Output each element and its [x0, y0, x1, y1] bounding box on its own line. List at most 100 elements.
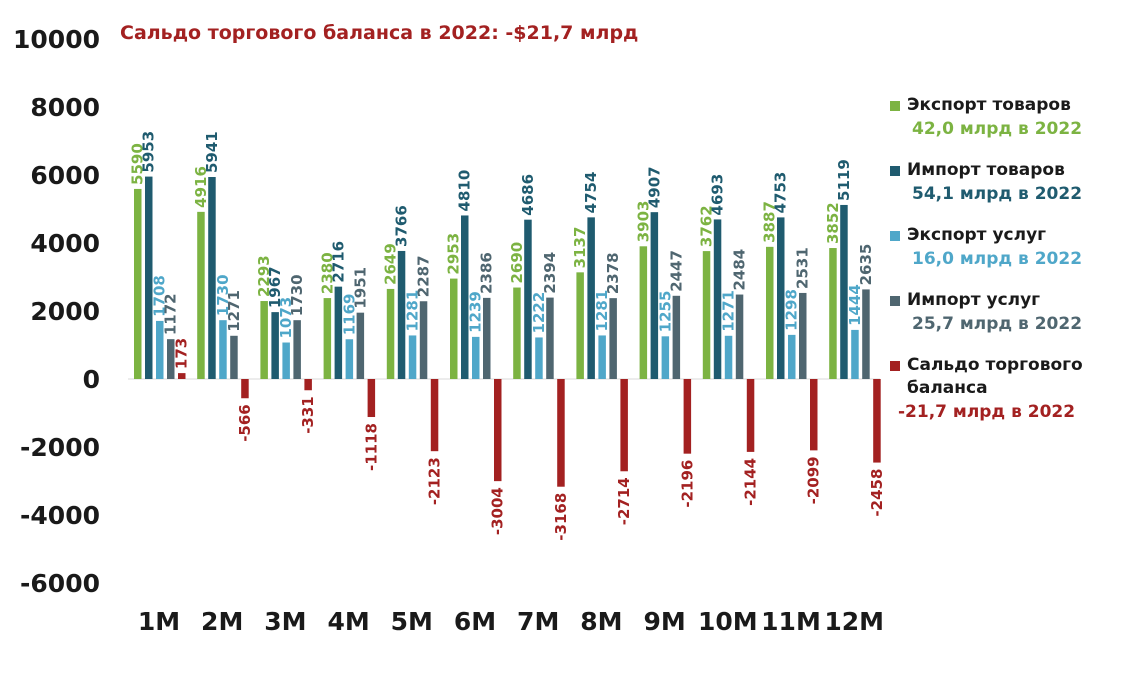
- y-tick-label: -6000: [20, 569, 100, 598]
- bar-import-services: [167, 339, 175, 379]
- data-label-export-goods: 3887: [761, 201, 779, 243]
- data-label-import-goods: 4753: [772, 172, 790, 214]
- bar-import-services: [356, 312, 365, 379]
- x-tick-label: 6M: [454, 607, 496, 636]
- bar-export-services: [598, 335, 606, 379]
- bar-import-goods: [208, 177, 216, 379]
- bar-export-services: [724, 335, 733, 379]
- bar-import-goods: [650, 212, 659, 379]
- data-label-import-goods: 4810: [456, 170, 474, 212]
- legend-item-import-goods: Импорт товаров 54,1 млрд в 2022: [890, 159, 1122, 206]
- bar-import-goods: [397, 250, 406, 379]
- bar-trade-balance: [367, 379, 376, 418]
- x-tick-label: 7M: [517, 607, 559, 636]
- y-tick-label: 0: [83, 365, 100, 394]
- x-tick-label: 3M: [264, 607, 306, 636]
- y-tick-label: 8000: [30, 93, 100, 122]
- legend-label: Импорт услуг: [907, 290, 1041, 310]
- bar-import-services: [862, 289, 870, 379]
- data-label-import-services: 2531: [794, 247, 812, 289]
- bar-import-goods: [587, 217, 595, 379]
- data-label-export-goods: 2380: [318, 252, 336, 294]
- data-label-trade-balance: -2196: [678, 460, 696, 508]
- bar-import-services: [483, 297, 491, 379]
- data-label-export-goods: 4916: [192, 166, 210, 208]
- x-tick-label: 4M: [327, 607, 369, 636]
- x-tick-label: 9M: [643, 607, 685, 636]
- data-label-trade-balance: 173: [173, 338, 191, 369]
- x-tick-label: 1M: [138, 607, 180, 636]
- data-label-export-goods: 3903: [634, 201, 652, 243]
- legend-total: 25,7 млрд в 2022: [912, 314, 1083, 334]
- y-tick-label: -4000: [20, 501, 100, 530]
- bar-export-goods: [134, 188, 142, 379]
- bar-export-goods: [639, 246, 648, 379]
- data-label-export-goods: 2953: [445, 233, 463, 275]
- legend-item-export-services: Экспорт услуг 16,0 млрд в 2022: [890, 224, 1122, 271]
- legend-label: Экспорт товаров: [907, 95, 1071, 115]
- chart-title: Сальдо торгового баланса в 2022: -$21,7 …: [120, 22, 639, 44]
- bar-export-goods: [513, 287, 521, 379]
- data-label-import-goods: 1967: [266, 266, 284, 308]
- bar-trade-balance: [810, 379, 818, 451]
- legend-item-trade-balance: Сальдо торгового баланса -21,7 млрд в 20…: [890, 354, 1122, 424]
- bar-trade-balance: [178, 373, 186, 379]
- bar-trade-balance: [494, 379, 502, 482]
- data-label-export-services: 1708: [151, 275, 169, 317]
- legend-label: Экспорт услуг: [907, 225, 1047, 245]
- legend-label: Сальдо торгового баланса: [907, 355, 1083, 398]
- bar-export-services: [345, 339, 354, 379]
- bar-import-goods: [145, 176, 153, 379]
- legend-total: 42,0 млрд в 2022: [912, 119, 1083, 139]
- data-label-import-goods: 5953: [140, 131, 158, 173]
- data-label-export-services: 1073: [277, 297, 295, 339]
- data-label-import-goods: 4754: [582, 172, 600, 214]
- data-label-export-services: 1281: [593, 290, 611, 332]
- legend-swatch: [890, 296, 900, 306]
- bar-trade-balance: [873, 379, 881, 463]
- data-label-export-goods: 2293: [255, 255, 273, 297]
- data-label-export-services: 1255: [656, 291, 674, 333]
- bar-import-services: [546, 297, 554, 379]
- bar-import-services: [293, 320, 301, 379]
- data-label-import-services: 2447: [667, 250, 685, 292]
- bar-export-goods: [829, 248, 837, 379]
- bar-export-goods: [576, 272, 584, 379]
- bar-export-goods: [766, 246, 774, 379]
- bar-export-services: [408, 335, 417, 379]
- x-tick-label: 12M: [824, 607, 884, 636]
- bar-import-services: [230, 335, 238, 379]
- x-tick-label: 5M: [391, 607, 433, 636]
- bar-import-services: [609, 298, 617, 379]
- bar-import-goods: [713, 219, 722, 379]
- data-label-trade-balance: -2123: [426, 457, 444, 505]
- y-tick-label: 10000: [13, 25, 100, 54]
- data-label-import-services: 1271: [225, 290, 243, 332]
- data-label-trade-balance: -566: [236, 404, 254, 442]
- data-label-trade-balance: -3004: [489, 487, 507, 535]
- bar-import-goods: [271, 312, 279, 379]
- legend-swatch: [890, 101, 900, 111]
- data-label-export-services: 1169: [340, 294, 358, 336]
- legend-swatch: [890, 361, 900, 371]
- legend: Экспорт товаров 42,0 млрд в 2022 Импорт …: [890, 94, 1122, 442]
- data-label-import-services: 2287: [415, 255, 433, 297]
- data-label-import-services: 2378: [604, 252, 622, 294]
- bar-import-goods: [461, 215, 469, 379]
- bar-import-services: [735, 294, 744, 379]
- bar-trade-balance: [430, 379, 439, 452]
- bar-import-goods: [334, 286, 343, 379]
- legend-total: 16,0 млрд в 2022: [912, 249, 1083, 269]
- y-tick-label: 2000: [30, 297, 100, 326]
- x-tick-label: 8M: [580, 607, 622, 636]
- data-label-trade-balance: -331: [299, 396, 317, 434]
- y-tick-label: -2000: [20, 433, 100, 462]
- data-label-export-services: 1281: [404, 290, 422, 332]
- data-label-export-goods: 2649: [382, 243, 400, 285]
- legend-item-export-goods: Экспорт товаров 42,0 млрд в 2022: [890, 94, 1122, 141]
- data-label-export-services: 1444: [846, 284, 864, 326]
- x-tick-label: 2M: [201, 607, 243, 636]
- data-label-import-services: 2394: [541, 252, 559, 294]
- data-label-import-services: 1951: [351, 267, 369, 309]
- data-label-import-goods: 5119: [835, 159, 853, 201]
